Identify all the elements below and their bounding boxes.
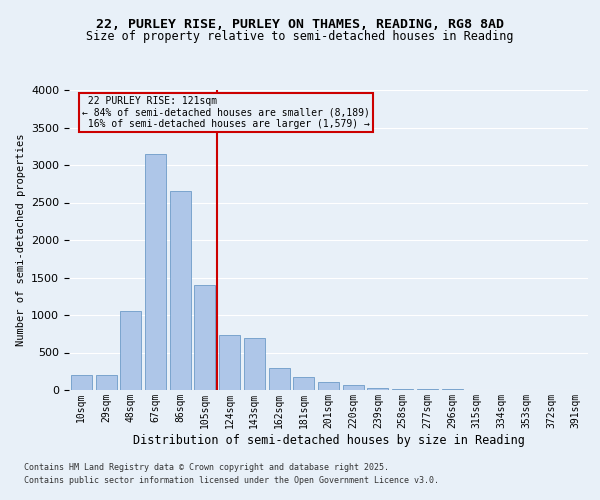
Bar bbox=[170, 191, 191, 390]
Bar bbox=[71, 375, 92, 390]
Text: Size of property relative to semi-detached houses in Reading: Size of property relative to semi-detach… bbox=[86, 30, 514, 43]
Text: Contains HM Land Registry data © Crown copyright and database right 2025.: Contains HM Land Registry data © Crown c… bbox=[24, 462, 389, 471]
Text: Contains public sector information licensed under the Open Government Licence v3: Contains public sector information licen… bbox=[24, 476, 439, 485]
Bar bbox=[244, 338, 265, 390]
Bar bbox=[417, 389, 438, 390]
Bar bbox=[318, 382, 339, 390]
X-axis label: Distribution of semi-detached houses by size in Reading: Distribution of semi-detached houses by … bbox=[133, 434, 524, 446]
Bar bbox=[145, 154, 166, 390]
Text: 22 PURLEY RISE: 121sqm
← 84% of semi-detached houses are smaller (8,189)
 16% of: 22 PURLEY RISE: 121sqm ← 84% of semi-det… bbox=[82, 96, 370, 129]
Bar bbox=[293, 377, 314, 390]
Bar bbox=[269, 368, 290, 390]
Bar bbox=[442, 389, 463, 390]
Bar bbox=[95, 375, 116, 390]
Bar bbox=[120, 311, 141, 390]
Y-axis label: Number of semi-detached properties: Number of semi-detached properties bbox=[16, 134, 26, 346]
Text: 22, PURLEY RISE, PURLEY ON THAMES, READING, RG8 8AD: 22, PURLEY RISE, PURLEY ON THAMES, READI… bbox=[96, 18, 504, 30]
Bar bbox=[392, 388, 413, 390]
Bar bbox=[343, 385, 364, 390]
Bar bbox=[219, 335, 240, 390]
Bar bbox=[194, 285, 215, 390]
Bar bbox=[367, 388, 388, 390]
